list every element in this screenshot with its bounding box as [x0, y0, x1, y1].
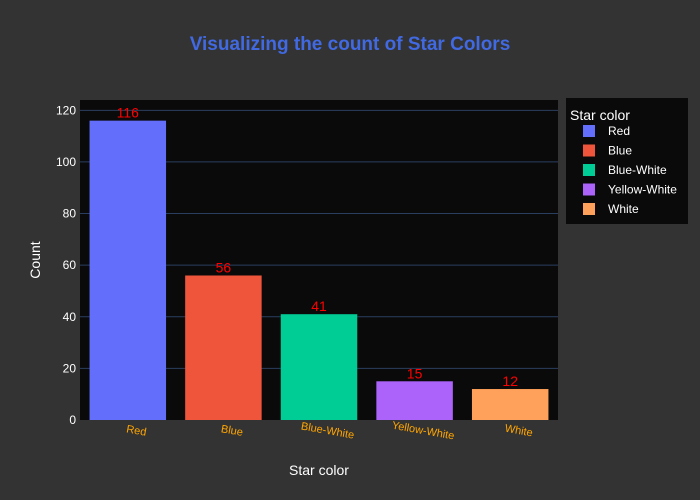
bar-yellow-white[interactable] — [376, 381, 453, 420]
bar-white[interactable] — [471, 389, 549, 420]
legend-label: White — [608, 202, 639, 216]
legend-swatch — [583, 144, 595, 157]
legend-item-yellow-white[interactable]: Yellow-White — [583, 183, 677, 197]
legend-item-white[interactable]: White — [583, 202, 639, 216]
y-tick-label: 20 — [63, 361, 77, 375]
legend-items[interactable]: Red Blue Blue-White Yellow-White White — [583, 124, 677, 216]
y-tick-label: 60 — [63, 258, 77, 272]
x-tick-label: Blue — [220, 423, 244, 439]
y-tick-label: 120 — [56, 103, 76, 117]
legend[interactable]: Star color Red Blue Blue-White Yellow-White… — [566, 98, 688, 224]
legend-item-red[interactable]: Red — [583, 124, 630, 138]
y-tick-labels: 0 20 40 60 80 100 120 — [56, 103, 76, 427]
y-tick-label: 40 — [63, 310, 77, 324]
x-axis-title: Star color — [289, 462, 349, 478]
bar-data-label: 41 — [311, 298, 327, 314]
y-tick-label: 100 — [56, 155, 76, 169]
legend-swatch — [583, 164, 595, 176]
legend-label: Blue — [608, 144, 632, 158]
y-axis-title: Count — [27, 241, 43, 278]
legend-swatch — [583, 203, 595, 215]
y-tick-label: 0 — [69, 413, 76, 427]
x-tick-label: Red — [125, 423, 147, 438]
bar-data-label: 56 — [216, 259, 232, 275]
bar-data-labels: 116 56 41 15 12 — [117, 105, 519, 389]
bar-blue[interactable] — [185, 275, 262, 420]
bar-data-label: 116 — [117, 105, 140, 121]
bar-blue-white[interactable] — [280, 314, 358, 420]
bar-data-label: 15 — [407, 365, 423, 381]
bars — [89, 120, 549, 420]
chart-title: Visualizing the count of Star Colors — [190, 34, 511, 55]
legend-title: Star color — [570, 107, 630, 123]
legend-item-blue[interactable]: Blue — [583, 144, 632, 158]
y-tick-label: 80 — [63, 207, 77, 221]
legend-swatch — [583, 125, 595, 137]
legend-label: Yellow-White — [608, 183, 677, 197]
legend-item-blue-white[interactable]: Blue-White — [583, 163, 667, 177]
legend-label: Blue-White — [608, 163, 667, 177]
x-tick-label: White — [504, 423, 534, 440]
bar-red[interactable] — [89, 120, 167, 420]
bar-data-label: 12 — [502, 373, 518, 389]
legend-label: Red — [608, 124, 630, 138]
legend-swatch — [583, 183, 595, 196]
